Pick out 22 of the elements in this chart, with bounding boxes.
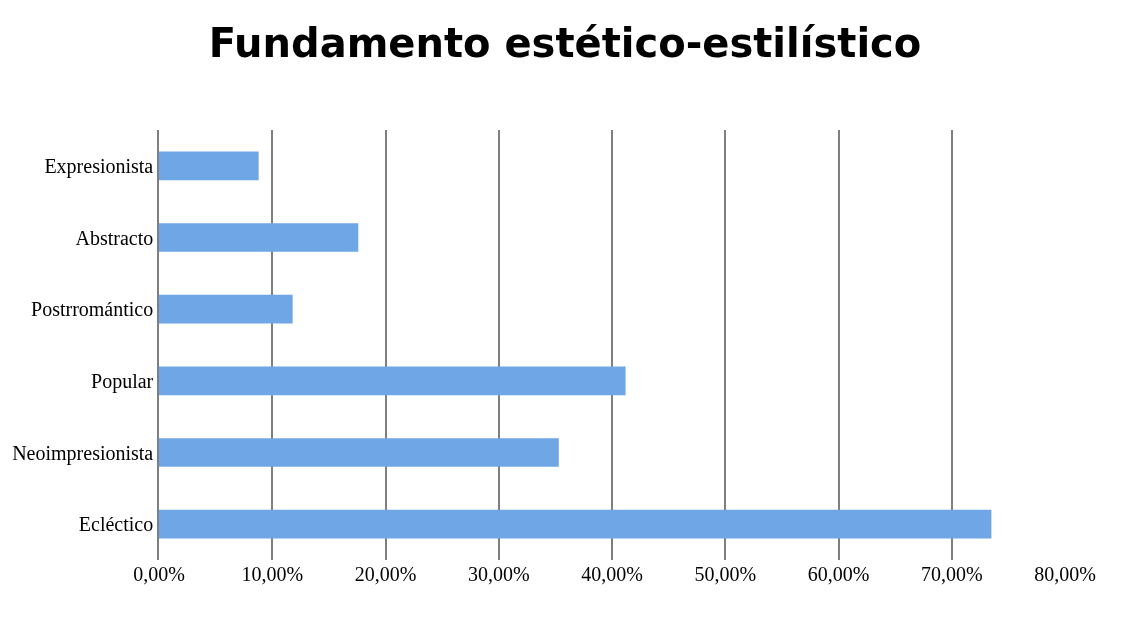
- x-tick-label: 0,00%: [133, 563, 185, 585]
- y-tick-label: Ecléctico: [78, 513, 154, 536]
- x-tick-label: 80,00%: [1034, 563, 1096, 585]
- bar: [159, 151, 259, 181]
- y-tick-label: Popular: [91, 369, 154, 393]
- x-tick-label: 70,00%: [920, 563, 983, 585]
- y-tick-label: Abstracto: [75, 226, 154, 249]
- x-tick-label: 30,00%: [467, 563, 530, 585]
- bar: [159, 294, 293, 324]
- bar: [159, 223, 359, 252]
- x-tick-label: 50,00%: [694, 563, 757, 585]
- bar: [159, 438, 559, 467]
- y-tick-label: Neoimpresionista: [12, 441, 154, 465]
- y-tick-label: Expresionista: [44, 154, 154, 178]
- bar: [159, 509, 992, 539]
- x-tick-label: 40,00%: [581, 563, 643, 585]
- chart-title: Fundamento estético-estilístico: [208, 20, 922, 67]
- y-tick-label: Postrromántico: [31, 298, 154, 321]
- x-tick-label: 20,00%: [354, 563, 417, 585]
- x-tick-label: 60,00%: [807, 563, 870, 585]
- x-tick-label: 10,00%: [241, 563, 304, 585]
- bar: [159, 366, 626, 396]
